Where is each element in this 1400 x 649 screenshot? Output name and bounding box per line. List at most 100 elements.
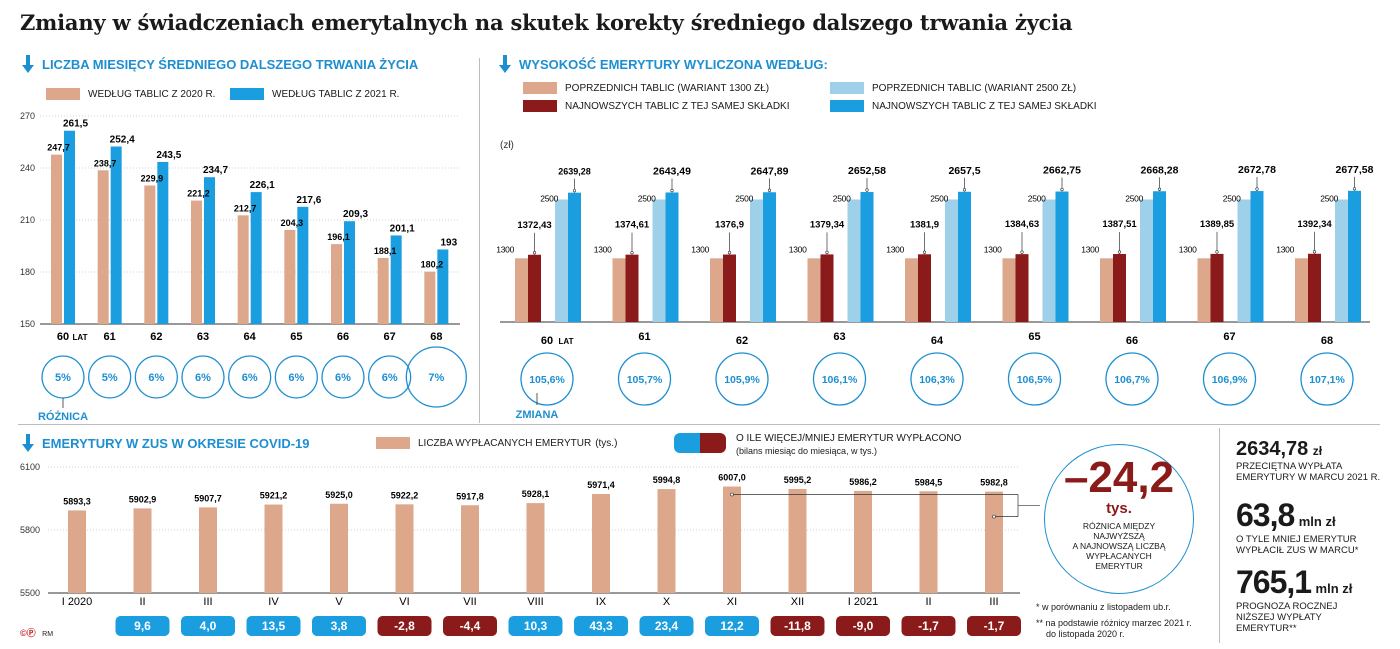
x-tick-label: 60 bbox=[57, 331, 69, 343]
leader-dot bbox=[1352, 187, 1357, 191]
bar-pensions bbox=[657, 489, 676, 593]
change-circle bbox=[617, 352, 672, 406]
x-tick-label: 61 bbox=[638, 331, 650, 343]
y-tick-label: 180 bbox=[20, 267, 35, 277]
x-tick-label: II bbox=[925, 596, 931, 608]
leader-dot bbox=[1255, 187, 1259, 191]
stats-divider bbox=[1219, 428, 1220, 643]
label-new-2500: 2662,75 bbox=[1043, 165, 1081, 177]
label-new-2500: 2677,58 bbox=[1336, 164, 1374, 176]
x-tick-label: IX bbox=[596, 596, 607, 608]
legend-2021-swatch bbox=[230, 88, 264, 100]
stat-desc: EMERYTUR** bbox=[1236, 623, 1297, 634]
legend-new-2500-label: NAJNOWSZYCH TABLIC Z TEJ SAMEJ SKŁADKI bbox=[872, 100, 1097, 112]
label-new-1300: 1389,85 bbox=[1200, 219, 1235, 230]
label-2021: 243,5 bbox=[156, 150, 181, 161]
bar-prev-1300 bbox=[515, 258, 528, 322]
stat-desc: PRZECIĘTNA WYPŁATA bbox=[1236, 461, 1343, 472]
bar-prev-1300 bbox=[1002, 258, 1016, 322]
bar-prev-1300 bbox=[905, 258, 918, 322]
bar-2020 bbox=[284, 229, 296, 324]
legend-balance-label: O ILE WIĘCEJ/MNIEJ EMERYTUR WYPŁACONO bbox=[736, 433, 962, 444]
label-prev-2500: 2500 bbox=[1028, 194, 1046, 204]
bar-pensions bbox=[854, 490, 872, 593]
balance-label: 23,4 bbox=[655, 619, 679, 633]
label-new-1300: 1392,34 bbox=[1297, 219, 1332, 230]
label-prev-2500: 2500 bbox=[540, 194, 558, 204]
leader-dot bbox=[670, 188, 674, 193]
bar-new-2500 bbox=[763, 192, 776, 322]
label-pensions: 5893,3 bbox=[63, 496, 91, 506]
bar-2021 bbox=[64, 130, 75, 324]
difference-label: 6% bbox=[195, 372, 211, 384]
bar-prev-1300 bbox=[1197, 258, 1211, 322]
label-2020: 180,2 bbox=[421, 260, 444, 270]
label-new-1300: 1379,34 bbox=[810, 219, 845, 230]
change-circle bbox=[1007, 352, 1062, 406]
leader-dot bbox=[962, 188, 967, 192]
label-2020: 188,1 bbox=[374, 246, 397, 256]
label-pensions: 5928,1 bbox=[522, 489, 550, 499]
x-tick-label: VI bbox=[399, 596, 409, 608]
stat-average-payment: 2634,78 zł PRZECIĘTNA WYPŁATA EMERYTURY … bbox=[1236, 438, 1380, 483]
bar-prev-2500 bbox=[750, 199, 763, 322]
x-tick-suffix: LAT bbox=[559, 337, 574, 346]
legend-new-2500: NAJNOWSZYCH TABLIC Z TEJ SAMEJ SKŁADKI bbox=[830, 100, 1097, 112]
balance-label: 9,6 bbox=[134, 619, 151, 633]
bar-2020 bbox=[191, 200, 202, 324]
label-pensions: 5902,9 bbox=[129, 494, 157, 504]
x-tick-label: XII bbox=[791, 596, 804, 608]
label-prev-1300: 1300 bbox=[1276, 244, 1294, 254]
difference-desc-line: WYPŁACANYCH bbox=[1086, 551, 1152, 561]
change-label: 106,5% bbox=[1017, 374, 1053, 386]
bar-new-2500 bbox=[1055, 191, 1069, 322]
label-prev-1300: 1300 bbox=[594, 244, 612, 254]
label-prev-1300: 1300 bbox=[1081, 244, 1099, 254]
bar-2021 bbox=[250, 192, 262, 324]
bar-pensions bbox=[985, 491, 1003, 593]
legend-new-1300: NAJNOWSZYCH TABLIC Z TEJ SAMEJ SKŁADKI bbox=[523, 100, 790, 112]
right-section-heading: WYSOKOŚĆ EMERYTURY WYLICZONA WEDŁUG: bbox=[497, 55, 828, 73]
down-arrow-icon bbox=[499, 55, 511, 73]
balance-pill-negative bbox=[770, 616, 825, 636]
x-tick-label: VIII bbox=[527, 596, 544, 608]
stat-unit: mln zł bbox=[1315, 581, 1353, 596]
leader-dot bbox=[532, 251, 537, 255]
balance-label: 12,2 bbox=[720, 619, 744, 633]
x-tick-label: 66 bbox=[337, 331, 349, 343]
leader-dot bbox=[767, 188, 772, 192]
label-new-1300: 1387,51 bbox=[1102, 219, 1137, 230]
balance-label: 3,8 bbox=[331, 619, 348, 633]
label-new-2500: 2652,58 bbox=[848, 165, 886, 177]
bar-2021 bbox=[110, 146, 122, 324]
bar-2021 bbox=[390, 235, 402, 324]
label-new-1300: 1372,43 bbox=[517, 220, 551, 231]
change-label: 106,3% bbox=[919, 374, 955, 386]
bar-new-1300 bbox=[625, 254, 639, 322]
bar-new-1300 bbox=[1015, 254, 1029, 322]
bar-2020 bbox=[144, 185, 156, 324]
vertical-divider bbox=[479, 58, 480, 423]
label-prev-2500: 2500 bbox=[833, 194, 851, 204]
bar-2021 bbox=[204, 177, 215, 324]
bar-pensions bbox=[526, 503, 545, 593]
bar-prev-2500 bbox=[1140, 199, 1153, 322]
bar-pensions bbox=[133, 508, 152, 593]
balance-label: 43,3 bbox=[589, 619, 613, 633]
label-pensions: 5982,8 bbox=[980, 478, 1008, 488]
down-arrow-icon bbox=[22, 434, 34, 452]
balance-pill-positive bbox=[508, 616, 563, 636]
bar-prev-1300 bbox=[612, 258, 626, 322]
legend-balance-swatch bbox=[674, 433, 726, 453]
change-circle bbox=[520, 352, 574, 406]
change-circle bbox=[910, 352, 964, 406]
bar-new-2500 bbox=[958, 191, 971, 322]
footnote-2a: ** na podstawie różnicy marzec 2021 r. bbox=[1036, 618, 1192, 628]
label-2020: 247,7 bbox=[47, 143, 70, 153]
change-circle bbox=[1202, 352, 1257, 406]
bar-pensions bbox=[919, 491, 938, 593]
label-pensions: 6007,0 bbox=[718, 473, 746, 483]
legend-prev-2500: POPRZEDNICH TABLIC (WARIANT 2500 ZŁ) bbox=[830, 82, 1076, 94]
bar-2020 bbox=[331, 244, 342, 324]
difference-desc-line: NAJWYŻSZĄ bbox=[1093, 531, 1145, 541]
